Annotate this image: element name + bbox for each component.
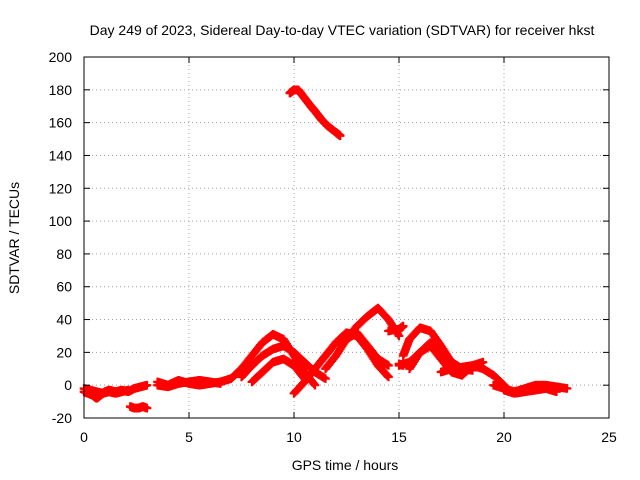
data-point-marker — [321, 374, 330, 383]
series-trace-arc-f — [342, 328, 393, 370]
x-tick-label: 0 — [80, 429, 88, 445]
x-tick-label: 25 — [601, 429, 617, 445]
y-tick-label: -20 — [52, 410, 72, 426]
x-tick-label: 5 — [185, 429, 193, 445]
y-tick-label: 140 — [49, 147, 73, 163]
plot-frame — [83, 56, 610, 419]
data-point-marker — [398, 321, 408, 331]
y-tick-label: 160 — [49, 115, 73, 131]
y-tick-label: 0 — [64, 377, 72, 393]
x-tick-label: 15 — [391, 429, 407, 445]
y-tick-label: 100 — [49, 213, 73, 229]
y-tick-label: 20 — [56, 344, 72, 360]
chart-title: Day 249 of 2023, Sidereal Day-to-day VTE… — [90, 22, 595, 38]
data-point-marker — [398, 361, 408, 370]
series-trace-arc-c — [247, 354, 309, 387]
series-trace-isolated-b — [394, 359, 408, 370]
series-trace-arc-b — [237, 341, 330, 383]
data-points — [79, 85, 572, 413]
y-tick-label: 60 — [56, 279, 72, 295]
data-point-marker — [552, 387, 561, 397]
y-tick-label: 40 — [56, 312, 72, 328]
data-point-marker — [310, 380, 320, 390]
data-point-marker — [394, 331, 404, 341]
x-axis-label: GPS time / hours — [292, 457, 399, 473]
y-axis-label: SDTVAR / TECUs — [6, 182, 22, 294]
data-point-marker — [123, 385, 133, 395]
series-trace-afternoon-d — [436, 361, 509, 390]
data-point-marker — [335, 131, 345, 141]
y-tick-label: 80 — [56, 246, 72, 262]
series-trace-isolated — [384, 321, 408, 336]
y-tick-label: 180 — [49, 82, 73, 98]
x-tick-label: 20 — [496, 429, 512, 445]
grid — [84, 57, 609, 418]
data-point-marker — [142, 403, 152, 413]
x-tick-label: 10 — [286, 429, 302, 445]
series-trace-evening-b — [499, 384, 561, 398]
y-tick-label: 200 — [49, 49, 73, 65]
series-trace-offset — [125, 402, 152, 413]
data-point-marker — [562, 384, 572, 393]
data-point-marker — [384, 361, 393, 370]
series-trace-high — [285, 85, 345, 141]
data-point-marker — [216, 379, 225, 388]
data-point-marker — [384, 372, 393, 382]
data-point-marker — [142, 380, 152, 390]
axis-ticks: 0 5 10 15 20 25 -20 0 20 40 60 80 100 120 140 160 180 200 — [49, 49, 617, 445]
series-trace-morning-b — [153, 375, 225, 392]
y-tick-label: 120 — [49, 180, 73, 196]
